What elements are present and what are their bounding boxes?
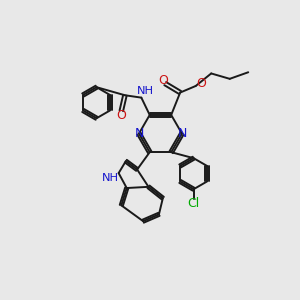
Text: N: N — [134, 127, 144, 140]
Text: NH: NH — [137, 86, 154, 96]
Text: O: O — [158, 74, 168, 86]
Text: NH: NH — [102, 173, 119, 184]
Text: O: O — [116, 110, 126, 122]
Text: O: O — [196, 76, 206, 89]
Text: N: N — [177, 127, 187, 140]
Text: Cl: Cl — [188, 197, 200, 210]
